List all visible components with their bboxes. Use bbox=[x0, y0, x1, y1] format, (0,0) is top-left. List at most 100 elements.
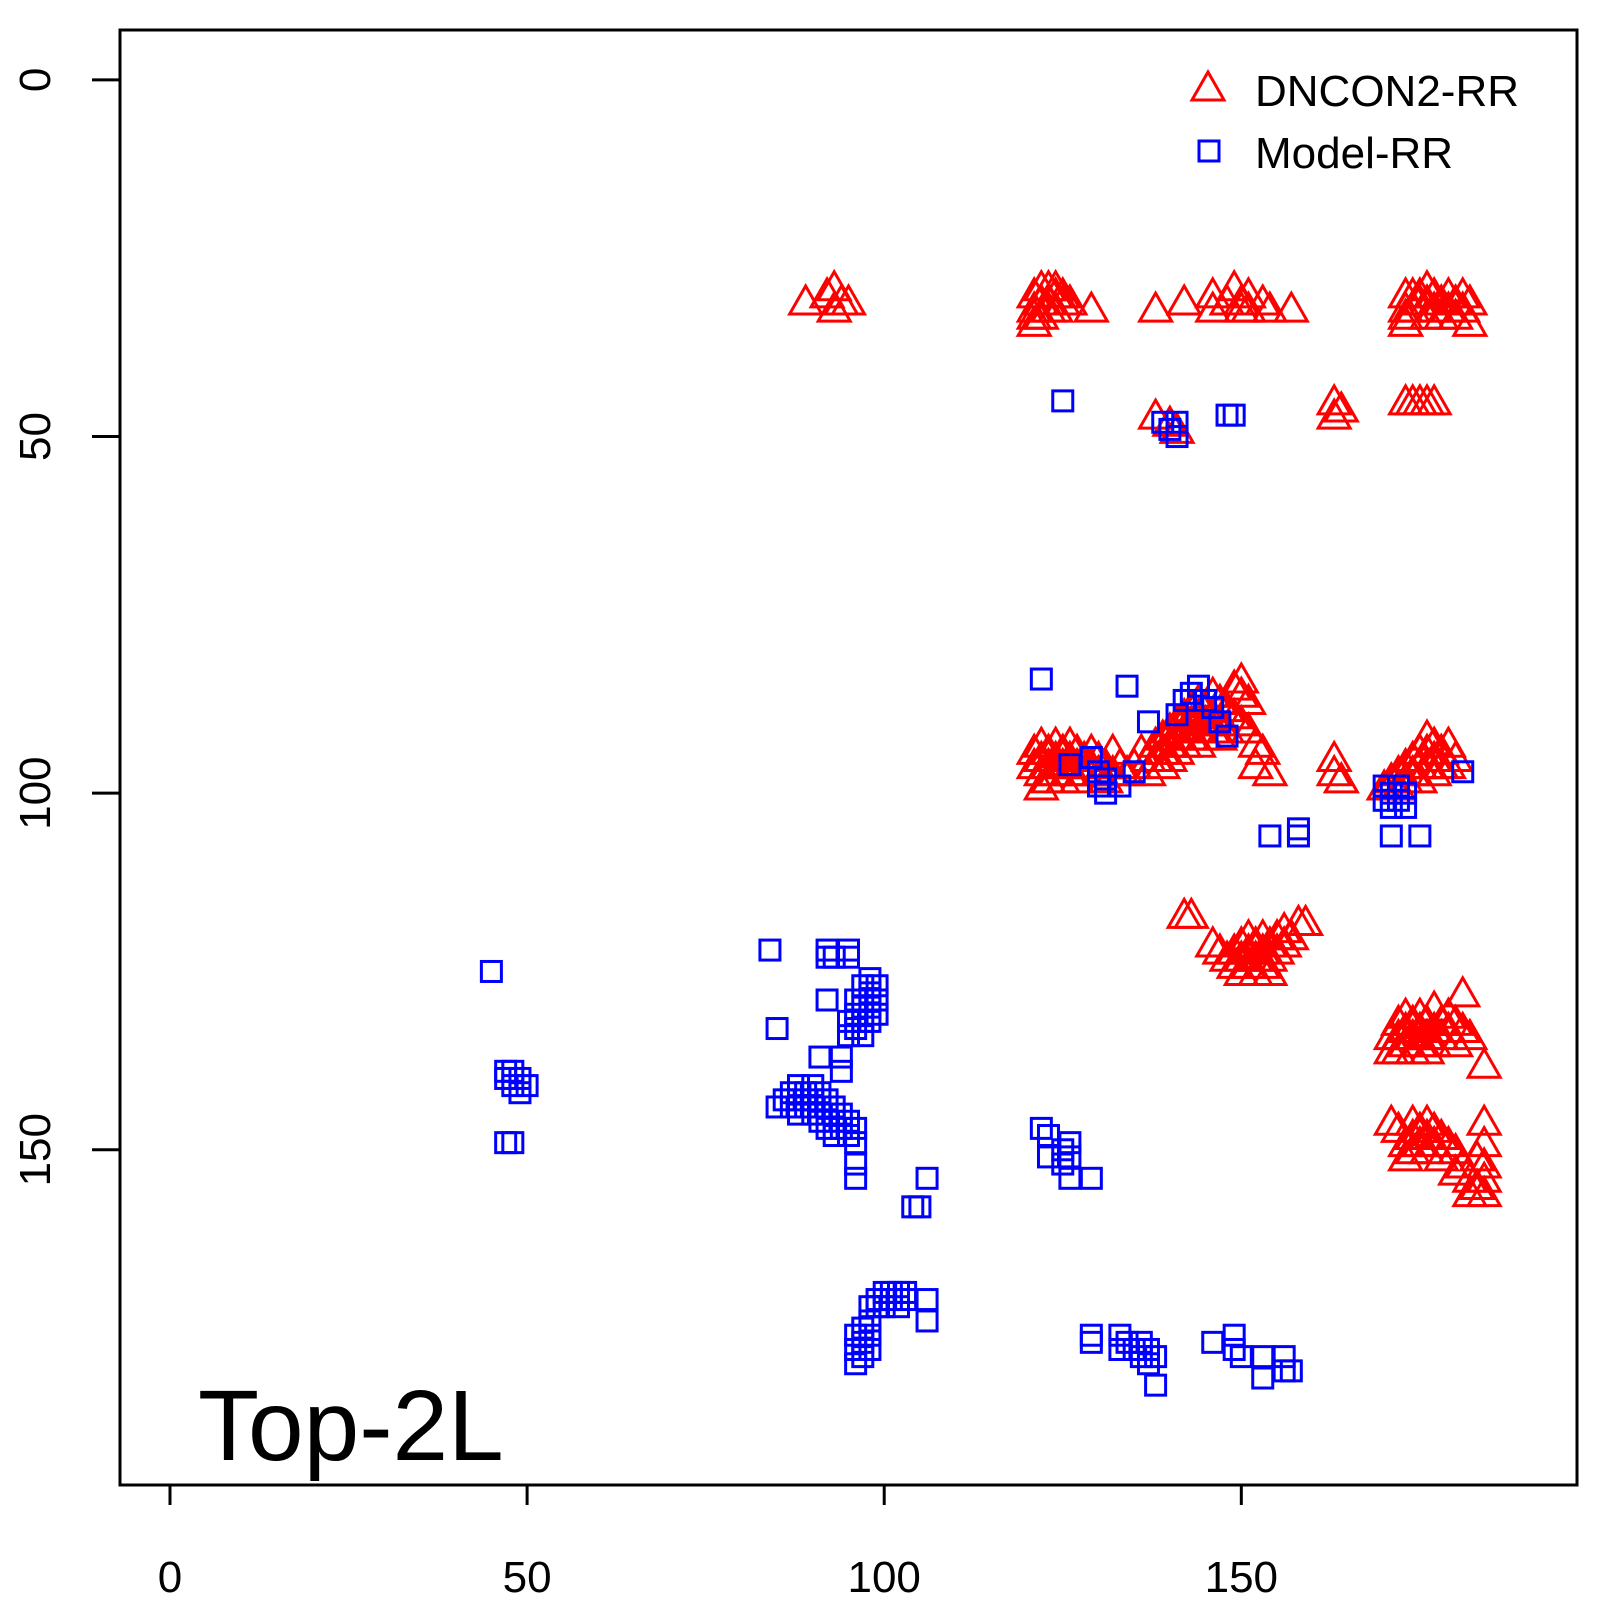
dncon2-rr-point bbox=[1244, 732, 1282, 765]
model-rr-point bbox=[1279, 1359, 1303, 1383]
dncon2-rr-point bbox=[1251, 753, 1289, 787]
model-rr-point bbox=[758, 938, 782, 962]
model-rr-point bbox=[1158, 417, 1182, 441]
model-rr-point bbox=[844, 1116, 868, 1140]
model-rr-point bbox=[1144, 1345, 1168, 1369]
model-rr-point bbox=[844, 1002, 868, 1026]
dncon2-rr-point bbox=[1422, 1117, 1460, 1151]
model-rr-point bbox=[1165, 703, 1189, 727]
model-rr-point bbox=[1229, 1345, 1253, 1369]
model-rr-point bbox=[794, 1095, 818, 1119]
model-rr-point bbox=[858, 1337, 882, 1361]
model-rr-point bbox=[501, 1074, 525, 1098]
dncon2-rr-point bbox=[1237, 725, 1275, 758]
model-rr-point bbox=[865, 1295, 889, 1319]
dncon2-rr-point bbox=[1315, 397, 1353, 430]
model-rr-point bbox=[1165, 425, 1189, 449]
dncon2-rr-point bbox=[1436, 739, 1475, 772]
model-rr-point bbox=[844, 1152, 868, 1176]
model-rr-point bbox=[765, 1095, 789, 1119]
model-rr-point bbox=[808, 1081, 832, 1105]
model-rr-point bbox=[837, 945, 860, 969]
model-rr-point bbox=[1079, 1323, 1103, 1347]
model-rr-point bbox=[1201, 1330, 1225, 1354]
model-rr-point bbox=[1108, 1323, 1132, 1347]
model-rr-point bbox=[515, 1074, 539, 1098]
model-rr-point bbox=[1222, 403, 1246, 427]
dncon2-rr-point bbox=[829, 283, 868, 316]
dncon2-rr-point bbox=[1415, 382, 1453, 416]
model-rr-point bbox=[1151, 410, 1175, 434]
dncon2-rr-point bbox=[1451, 283, 1489, 316]
model-rr-point bbox=[894, 1288, 918, 1312]
model-rr-point bbox=[808, 1109, 832, 1133]
model-rr-point bbox=[851, 1024, 875, 1048]
model-rr-point bbox=[1408, 824, 1432, 848]
dncon2-rr-point bbox=[1229, 275, 1268, 309]
model-rr-point bbox=[1058, 1131, 1082, 1155]
dncon2-rr-point bbox=[1429, 746, 1468, 780]
model-rr-point bbox=[1036, 1145, 1060, 1169]
dncon2-rr-point bbox=[1444, 275, 1482, 309]
legend-label-dncon2-rr: DNCON2-RR bbox=[1255, 67, 1519, 116]
model-rr-point bbox=[815, 945, 839, 969]
model-rr-point bbox=[858, 1323, 882, 1347]
dncon2-rr-point bbox=[1465, 1103, 1503, 1136]
dncon2-rr-point bbox=[1251, 953, 1289, 986]
dncon2-rr-point bbox=[1372, 1103, 1410, 1136]
dncon2-rr-point bbox=[1315, 382, 1353, 416]
dncon2-rr-point bbox=[1051, 283, 1089, 316]
dncon2-rr-point bbox=[1429, 996, 1468, 1029]
model-rr-point bbox=[787, 1102, 811, 1126]
model-rr-point bbox=[815, 1088, 839, 1112]
dncon2-rr-point bbox=[1444, 1010, 1482, 1044]
dncon2-rr-point bbox=[1044, 275, 1082, 309]
dncon2-rr-point bbox=[1137, 290, 1175, 323]
model-rr-point bbox=[494, 1131, 518, 1155]
model-rr-point bbox=[1215, 403, 1239, 427]
dncon2-rr-point bbox=[1137, 397, 1175, 430]
model-rr-point bbox=[801, 1074, 825, 1098]
model-rr-point bbox=[844, 1017, 868, 1041]
dncon2-rr-point bbox=[1451, 1017, 1489, 1051]
legend-triangle-marker bbox=[1189, 68, 1227, 102]
dncon2-rr-point bbox=[1079, 739, 1118, 772]
model-rr-point bbox=[1115, 1330, 1139, 1354]
model-rr-point bbox=[844, 1352, 868, 1376]
model-rr-point bbox=[508, 1066, 532, 1090]
dncon2-rr-point bbox=[1265, 924, 1303, 958]
model-rr-point bbox=[1179, 681, 1203, 705]
dncon2-rr-point bbox=[1194, 290, 1232, 323]
legend-item-dncon2-rr: DNCON2-RR bbox=[1189, 67, 1519, 116]
model-rr-point bbox=[837, 1024, 860, 1048]
model-rr-point bbox=[815, 1116, 839, 1140]
model-rr-point bbox=[1222, 1337, 1246, 1361]
model-rr-point bbox=[808, 1045, 832, 1069]
model-rr-point bbox=[915, 1288, 939, 1312]
model-rr-point bbox=[1222, 1323, 1246, 1347]
model-rr-point bbox=[1165, 410, 1189, 434]
dncon2-rr-point bbox=[1158, 411, 1196, 444]
dncon2-rr-point bbox=[1465, 1124, 1503, 1158]
model-rr-point bbox=[844, 1323, 868, 1347]
model-rr-point bbox=[815, 938, 839, 962]
model-rr-point bbox=[1251, 1366, 1275, 1390]
model-rr-point bbox=[1029, 667, 1053, 691]
model-rr-point bbox=[872, 1280, 896, 1304]
dncon2-rr-point bbox=[1151, 404, 1189, 437]
model-rr-point bbox=[851, 1009, 875, 1033]
dncon2-rr-point bbox=[1222, 283, 1260, 316]
dncon2-rr-point bbox=[1072, 732, 1110, 765]
model-rr-point bbox=[494, 1066, 518, 1090]
dncon2-rr-point bbox=[1465, 1160, 1503, 1193]
model-rr-point bbox=[1079, 1166, 1103, 1190]
dncon2-rr-point bbox=[1194, 924, 1232, 958]
model-rr-point bbox=[494, 1059, 518, 1083]
model-rr-point bbox=[858, 967, 882, 991]
model-rr-point bbox=[1051, 1138, 1075, 1162]
model-rr-point bbox=[1129, 1330, 1153, 1354]
model-rr-point bbox=[1186, 674, 1210, 698]
model-rr-point bbox=[1051, 1152, 1075, 1176]
model-rr-point bbox=[858, 1009, 882, 1033]
dncon2-rr-point bbox=[1465, 1174, 1503, 1208]
